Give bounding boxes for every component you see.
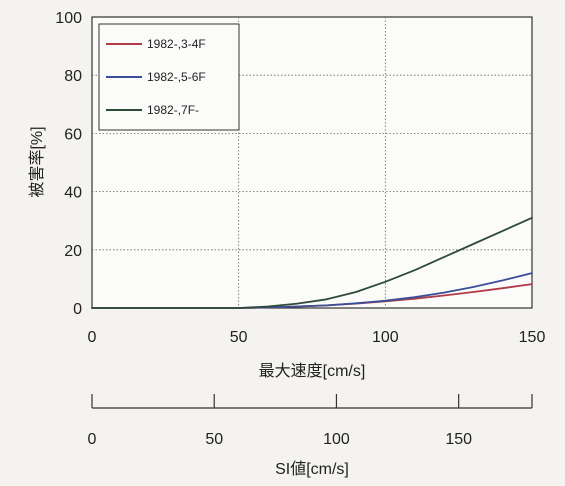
series-line-3 xyxy=(91,216,533,309)
si-tick-label: 100 xyxy=(323,431,350,448)
si-axis: 0 50 100 150 SI値[cm/s] xyxy=(88,394,533,478)
y-tick-label: 60 xyxy=(64,126,82,143)
y-tick-label: 0 xyxy=(73,301,82,318)
y-tick-label: 40 xyxy=(64,185,82,202)
x-axis-title: 最大速度[cm/s] xyxy=(259,362,366,380)
grid-lines xyxy=(92,17,532,308)
legend-label: 1982-,3-4F xyxy=(147,37,206,51)
x-tick-label: 150 xyxy=(519,329,546,346)
x-tick-label: 0 xyxy=(88,329,97,346)
si-tick-label: 0 xyxy=(88,431,97,448)
y-tick-label: 80 xyxy=(64,68,82,85)
legend-label: 1982-,7F- xyxy=(147,103,199,117)
y-tick-label: 20 xyxy=(64,243,82,260)
y-tick-label: 100 xyxy=(55,10,82,27)
legend-label: 1982-,5-6F xyxy=(147,70,206,84)
legend: 1982-,3-4F 1982-,5-6F 1982-,7F- xyxy=(98,23,240,131)
x-tick-label: 50 xyxy=(230,329,248,346)
tick-labels: 0 50 100 150 0 20 40 60 80 100 xyxy=(55,10,545,346)
x-tick-label: 100 xyxy=(372,329,399,346)
y-axis-title: 被害率[%] xyxy=(28,126,46,197)
series-lines xyxy=(91,216,533,309)
si-axis-title: SI値[cm/s] xyxy=(275,460,349,478)
si-tick-label: 50 xyxy=(205,431,223,448)
si-tick-label: 150 xyxy=(445,431,472,448)
